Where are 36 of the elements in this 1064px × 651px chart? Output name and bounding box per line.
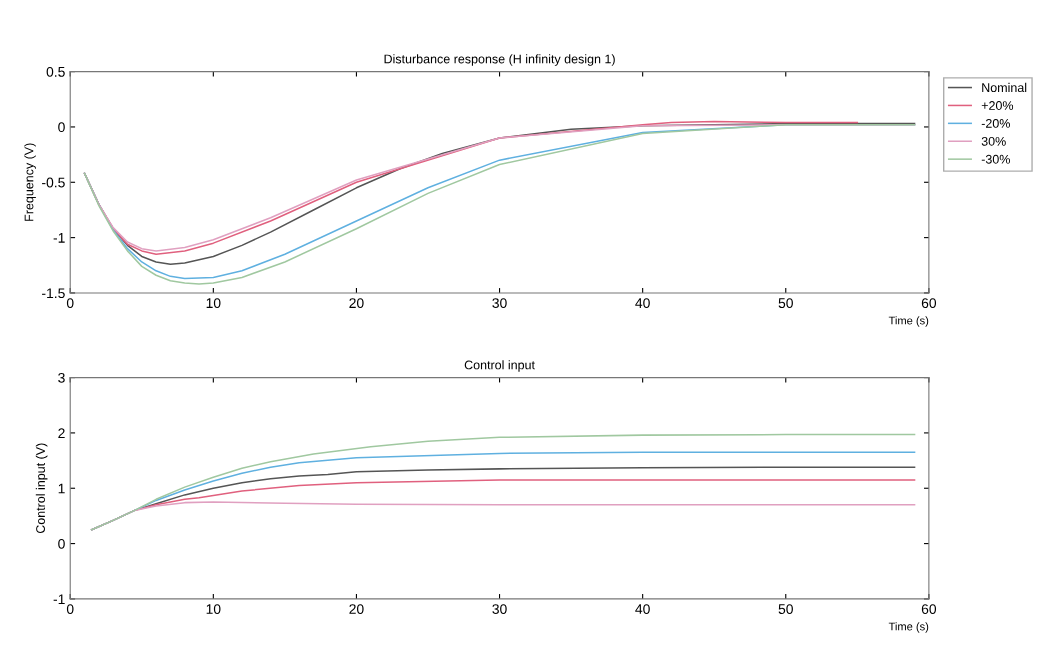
legend-label: 30% (981, 136, 1006, 146)
x-tick-label: 40 (635, 604, 650, 614)
legend-label: +20% (981, 101, 1014, 110)
x-tick-label: 10 (206, 298, 221, 309)
y-tick-label: 0 (58, 538, 65, 549)
legend-label: -30% (981, 154, 1010, 164)
x-tick-label: 60 (921, 298, 937, 309)
x-axis-title: Time (s) (888, 316, 929, 327)
y-axis-title: Control input (V) (35, 443, 48, 534)
x-axis-title: Time (s) (888, 622, 929, 633)
x-tick-label: 40 (635, 298, 650, 309)
x-tick-label: 0 (66, 298, 74, 309)
y-tick-label: 0.5 (46, 66, 65, 77)
y-tick-label: -0.5 (42, 177, 65, 188)
x-tick-label: 10 (206, 604, 221, 614)
line-series (90, 433, 916, 531)
legend-label: -20% (981, 118, 1010, 128)
x-tick-label: 20 (349, 298, 364, 309)
y-tick-label: 3 (58, 372, 65, 383)
y-tick-label: 2 (58, 428, 65, 438)
x-tick-label: 20 (349, 604, 364, 614)
x-tick-label: 0 (66, 604, 74, 614)
x-tick-label: 50 (778, 604, 793, 614)
y-tick-label: 1 (58, 483, 65, 494)
x-tick-label: 30 (492, 298, 507, 309)
y-axis-title: Frequency (V) (24, 143, 36, 221)
x-tick-label: 50 (778, 298, 793, 309)
chart-title: Disturbance response (H infinity design 1) (384, 54, 615, 66)
x-tick-label: 60 (921, 604, 937, 614)
legend-label: Nominal (982, 82, 1027, 93)
y-tick-label: -1.5 (42, 288, 65, 299)
y-tick-label: 0 (58, 122, 65, 133)
y-tick-label: -1 (53, 233, 65, 243)
chart-title: Control input (464, 360, 535, 372)
y-tick-label: -1 (53, 594, 65, 604)
x-tick-label: 30 (492, 604, 507, 614)
